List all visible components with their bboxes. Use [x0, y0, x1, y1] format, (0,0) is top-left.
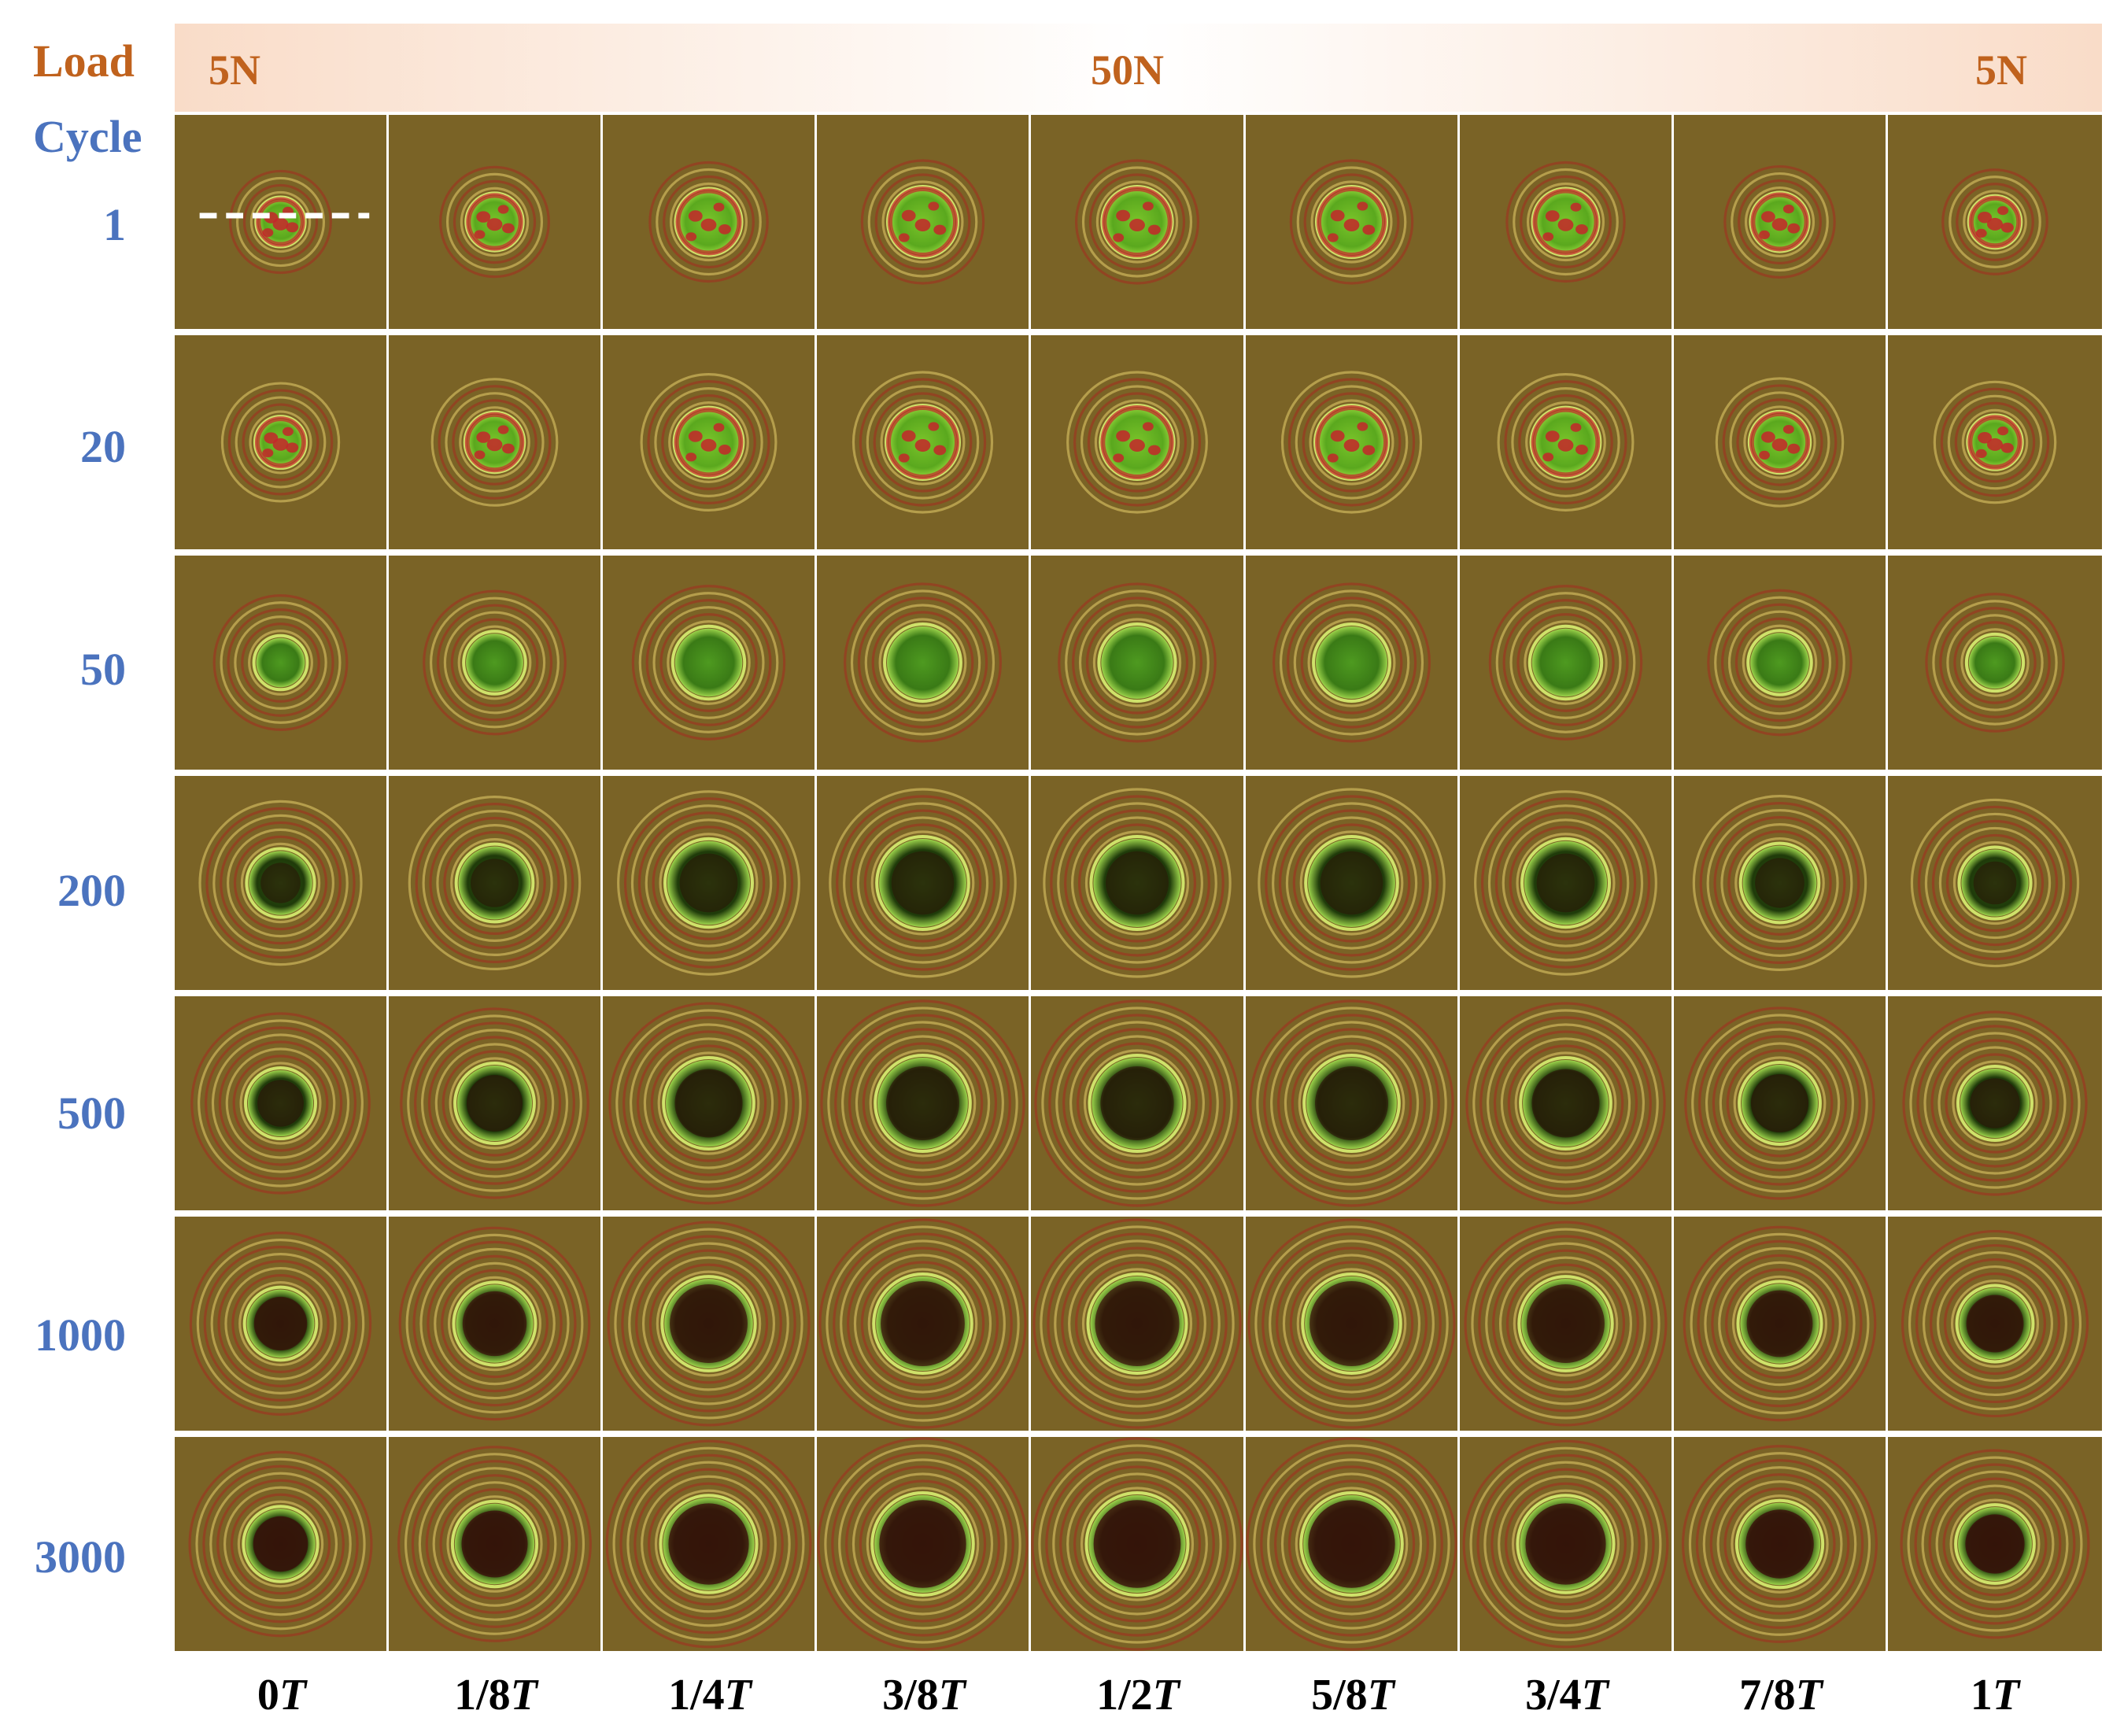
interferogram-cell — [1888, 115, 2102, 329]
interferogram-cell — [603, 115, 815, 329]
interferogram-cell — [175, 556, 386, 770]
interferogram-cell — [817, 556, 1029, 770]
interferogram-cell — [1031, 776, 1243, 990]
load-gradient-band — [175, 24, 2102, 112]
phase-label: 1/4T — [668, 1671, 752, 1719]
interferogram-cell — [1674, 556, 1886, 770]
interferogram-cell — [1674, 1437, 1886, 1651]
interferogram-cell — [1246, 1437, 1457, 1651]
interferogram-cell — [603, 1217, 815, 1431]
interferogram-cell — [389, 776, 600, 990]
interferogram-cell — [175, 1217, 386, 1431]
interferogram-cell — [389, 1217, 600, 1431]
interferogram-cell — [817, 996, 1029, 1210]
cycle-axis-title: Cycle — [33, 111, 142, 162]
phase-label: 3/8T — [882, 1671, 966, 1719]
interferogram-cell — [1031, 996, 1243, 1210]
interferogram-cell — [817, 1437, 1029, 1651]
cycle-label-1000: 1000 — [35, 1309, 126, 1361]
interferogram-cell — [175, 776, 386, 990]
interferogram-cell — [389, 115, 600, 329]
interferogram-cell — [1888, 335, 2102, 549]
interferogram-cell — [175, 996, 386, 1210]
cycle-label-20: 20 — [80, 421, 126, 472]
interferogram-cell — [1031, 335, 1243, 549]
interferogram-cell — [603, 996, 815, 1210]
phase-label: 3/4T — [1525, 1671, 1609, 1719]
interferogram-cell — [1246, 1217, 1457, 1431]
interferogram-cell — [1246, 556, 1457, 770]
interferogram-cell — [1888, 1437, 2102, 1651]
interferogram-grid — [175, 115, 2102, 1651]
cycle-label-3000: 3000 — [35, 1531, 126, 1583]
load-axis-title: Load — [33, 35, 135, 87]
phase-label: 1/2T — [1096, 1671, 1180, 1719]
interferogram-cell — [1674, 996, 1886, 1210]
interferogram-cell — [389, 335, 600, 549]
interferogram-cell — [1031, 1437, 1243, 1651]
interferogram-cell — [603, 776, 815, 990]
cycle-label-500: 500 — [57, 1088, 126, 1139]
phase-label: 1/8T — [454, 1671, 537, 1719]
interferogram-cell — [1674, 335, 1886, 549]
interferogram-cell — [817, 115, 1029, 329]
phase-label: 0T — [257, 1671, 307, 1719]
interferogram-cell — [603, 335, 815, 549]
interferogram-cell — [175, 115, 386, 329]
interferogram-cell — [1460, 1217, 1671, 1431]
interferogram-cell — [389, 1437, 600, 1651]
phase-label: 5/8T — [1311, 1671, 1394, 1719]
interferogram-cell — [389, 556, 600, 770]
interferogram-cell — [1460, 335, 1671, 549]
interferogram-cell — [1031, 556, 1243, 770]
load-value-end: 5N — [1975, 46, 2027, 94]
phase-label: 7/8T — [1739, 1671, 1823, 1719]
interferogram-cell — [817, 776, 1029, 990]
interferogram-cell — [603, 556, 815, 770]
interferogram-cell — [1888, 996, 2102, 1210]
interferogram-cell — [1246, 115, 1457, 329]
load-value-start: 5N — [209, 46, 260, 94]
interferogram-cell — [175, 335, 386, 549]
phase-label: 1T — [1970, 1671, 2020, 1719]
load-value-peak: 50N — [1091, 46, 1164, 94]
interferogram-cell — [175, 1437, 386, 1651]
interferogram-cell — [1460, 556, 1671, 770]
cycle-label-1: 1 — [103, 199, 126, 250]
interferogram-cell — [1460, 115, 1671, 329]
interferogram-cell — [817, 335, 1029, 549]
interferogram-cell — [1031, 115, 1243, 329]
interferogram-cell — [1031, 1217, 1243, 1431]
interferogram-cell — [817, 1217, 1029, 1431]
interferogram-cell — [1674, 776, 1886, 990]
interferogram-cell — [1246, 776, 1457, 990]
interferogram-cell — [1246, 335, 1457, 549]
cycle-label-200: 200 — [57, 865, 126, 916]
interferogram-cell — [1888, 776, 2102, 990]
interferogram-cell — [389, 996, 600, 1210]
interferogram-cell — [1674, 1217, 1886, 1431]
interferogram-cell — [1674, 115, 1886, 329]
interferogram-cell — [1246, 996, 1457, 1210]
cycle-label-50: 50 — [80, 644, 126, 695]
interferogram-cell — [1460, 776, 1671, 990]
interferogram-cell — [1460, 1437, 1671, 1651]
interferogram-cell — [1460, 996, 1671, 1210]
interferogram-cell — [1888, 1217, 2102, 1431]
interferogram-cell — [603, 1437, 815, 1651]
interferogram-cell — [1888, 556, 2102, 770]
